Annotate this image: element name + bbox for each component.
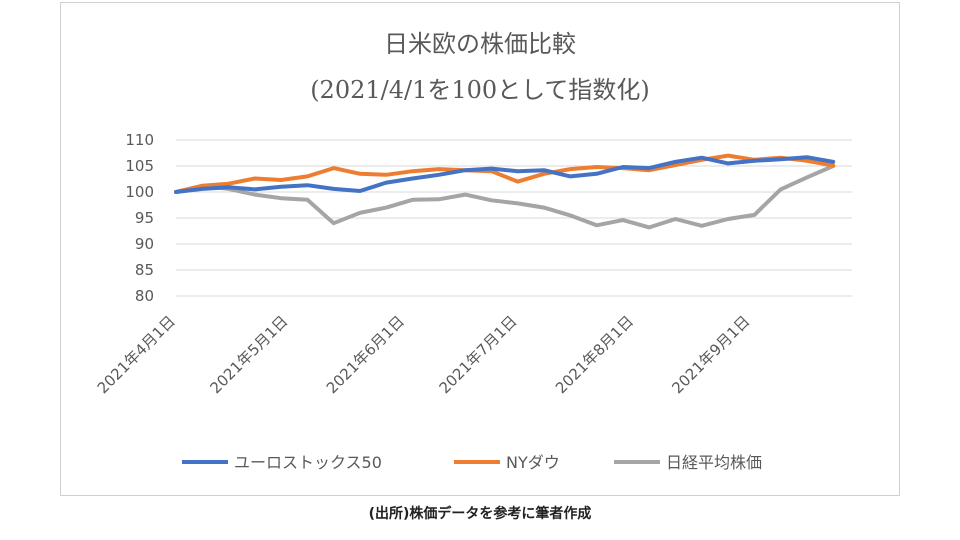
x-tick-label: 2021年5月1日 [206,312,291,397]
legend: ユーロストックス50 NYダウ 日経平均株価 [182,453,762,472]
y-tick-label: 80 [135,287,154,305]
x-tick-label: 2021年9月1日 [668,312,753,397]
series-line-nikkei225 [174,164,836,230]
x-axis-ticks: 2021年4月1日 2021年5月1日 2021年6月1日 2021年7月1日 2021… [94,312,754,397]
y-tick-label: 105 [125,157,154,175]
y-tick-label: 95 [135,209,154,227]
legend-label-nydow: NYダウ [506,453,560,472]
line-chart: 日米欧の株価比較 (2021/4/1を100として指数化) 80 85 90 95 10… [94,30,852,472]
chart-title: 日米欧の株価比較 [384,30,576,58]
x-tick-label: 2021年6月1日 [323,312,408,397]
source-note: (出所)株価データを参考に筆者作成 [368,506,592,522]
x-tick-label: 2021年8月1日 [552,312,637,397]
y-tick-label: 110 [125,131,154,149]
legend-label-nikkei: 日経平均株価 [666,453,762,472]
x-tick-label: 2021年7月1日 [436,312,521,397]
y-tick-label: 90 [135,235,154,253]
y-tick-label: 85 [135,261,154,279]
chart-subtitle: (2021/4/1を100として指数化) [310,76,650,104]
legend-label-eurostoxx: ユーロストックス50 [234,453,382,472]
chart-frame [60,2,900,496]
y-axis-ticks: 80 85 90 95 100 105 110 [125,131,154,305]
grid-lines [176,139,852,297]
series-line-nydow [174,153,836,194]
x-tick-label: 2021年4月1日 [94,312,179,397]
series-line-eurostoxx50 [174,155,836,194]
y-tick-label: 100 [125,183,154,201]
series-lines [174,153,836,230]
